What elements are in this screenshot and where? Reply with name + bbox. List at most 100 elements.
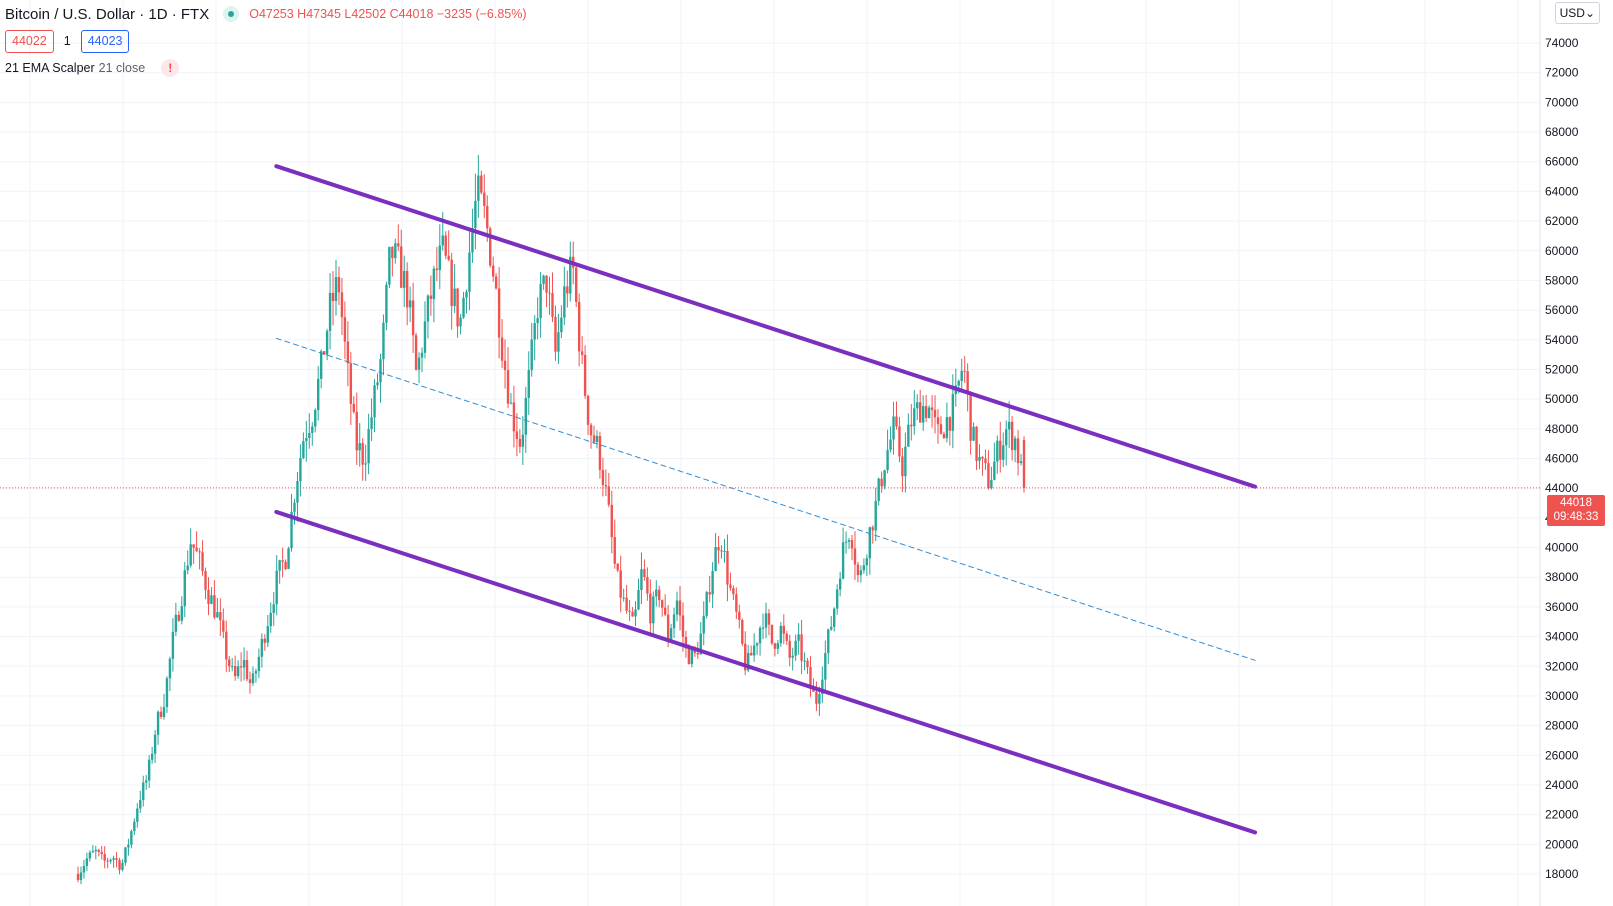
symbol-title[interactable]: Bitcoin / U.S. Dollar · 1D · FTX: [5, 5, 210, 23]
candle-body: [841, 542, 845, 579]
candle-body: [785, 633, 788, 641]
candle-body: [951, 394, 955, 431]
candle-body: [859, 570, 863, 576]
candle-body: [480, 175, 483, 193]
candle-body: [966, 371, 969, 393]
candle-body: [628, 610, 631, 612]
price-axis[interactable]: 18000 20000 22000 24000 26000 28000 30000 32000…: [1545, 36, 1579, 881]
candle-body: [429, 295, 433, 300]
currency-label: USD: [1559, 6, 1585, 20]
candle-body: [672, 614, 676, 629]
candle-body: [975, 426, 978, 461]
buy-button[interactable]: 44023: [80, 29, 130, 53]
candle-body: [352, 403, 355, 412]
spread-value: 1: [63, 34, 71, 48]
candle-body: [287, 548, 290, 569]
sell-button[interactable]: 44022: [5, 29, 54, 53]
candle-body: [278, 560, 281, 571]
candle-body: [800, 634, 803, 661]
candle-body: [960, 370, 963, 381]
candle-body: [388, 246, 391, 285]
currency-selector[interactable]: USD⌄: [1554, 2, 1600, 24]
price-tick-label: 18000: [1545, 867, 1579, 881]
price-tick-label: 40000: [1545, 541, 1579, 555]
candle-body: [254, 671, 258, 674]
candle-body: [139, 800, 142, 809]
candle-body: [521, 434, 525, 447]
candle-body: [803, 660, 806, 662]
candle-body: [663, 607, 667, 615]
price-tick-label: 28000: [1545, 719, 1579, 733]
candle-body: [162, 707, 166, 717]
channel-lower-line[interactable]: [274, 509, 1258, 835]
candle-body: [892, 416, 895, 440]
candle-body: [744, 643, 747, 671]
candle-body: [684, 636, 688, 649]
trendlines-layer[interactable]: [0, 164, 1540, 835]
candle-body: [290, 511, 293, 549]
candle-body: [331, 292, 335, 302]
candle-body: [150, 753, 154, 760]
candle-body: [302, 441, 305, 459]
candle-body: [328, 292, 332, 331]
candle-body: [613, 537, 616, 564]
candle-body: [242, 659, 246, 668]
candle-body: [159, 711, 163, 717]
ohlc-values: O47253 H47345 L42502 C44018 −3235 (−6.85…: [249, 7, 527, 21]
warning-icon[interactable]: !: [161, 59, 180, 77]
price-tick-label: 50000: [1545, 392, 1579, 406]
candle-body: [764, 613, 768, 628]
candle-body: [625, 597, 628, 611]
candle-body: [367, 428, 370, 464]
candle-body: [201, 552, 204, 572]
candle-body: [827, 629, 830, 654]
indicator-name[interactable]: 21 EMA Scalper: [5, 61, 95, 75]
candle-body: [868, 527, 871, 559]
candle-body: [604, 484, 608, 487]
candle-body: [557, 332, 560, 352]
candle-body: [503, 360, 507, 371]
candle-body: [500, 337, 504, 361]
candle-body: [497, 288, 501, 338]
candle-body: [643, 569, 646, 577]
candle-body: [293, 502, 296, 512]
candle-body: [506, 370, 510, 404]
candle-body: [770, 624, 774, 644]
candle-body: [127, 844, 130, 848]
chart-grid: [0, 0, 1541, 906]
candle-body: [296, 481, 299, 503]
indicator-legend[interactable]: 21 EMA Scalper 21 close !: [5, 58, 180, 78]
candle-body: [862, 565, 866, 571]
price-tick-label: 48000: [1545, 422, 1579, 436]
candle-body: [322, 351, 326, 355]
candle-body: [233, 666, 237, 677]
candle-body: [720, 550, 723, 552]
candle-body: [595, 435, 599, 442]
market-open-icon: [223, 6, 240, 22]
candle-body: [661, 600, 664, 608]
candle-body: [978, 456, 981, 461]
candle-body: [334, 276, 338, 302]
candle-body: [314, 410, 317, 427]
candle-body: [575, 267, 578, 302]
candle-body: [984, 458, 987, 464]
candle-body: [109, 859, 112, 862]
candle-body: [693, 649, 697, 654]
candle-body: [990, 479, 993, 489]
channel-upper-line[interactable]: [274, 164, 1258, 489]
candle-body: [646, 576, 649, 594]
candle-body: [610, 504, 613, 538]
candle-body: [847, 540, 851, 542]
candle-body: [835, 589, 839, 609]
candle-body: [1022, 439, 1026, 488]
candle-body: [773, 643, 777, 649]
last-price-value: 44018: [1560, 497, 1592, 509]
channel-mid-line[interactable]: [275, 337, 1256, 661]
candle-body: [569, 256, 572, 294]
candle-body: [97, 849, 100, 852]
candle-body: [462, 297, 465, 318]
candle-body: [447, 255, 450, 260]
candle-body: [195, 547, 198, 552]
candle-body: [394, 243, 397, 259]
